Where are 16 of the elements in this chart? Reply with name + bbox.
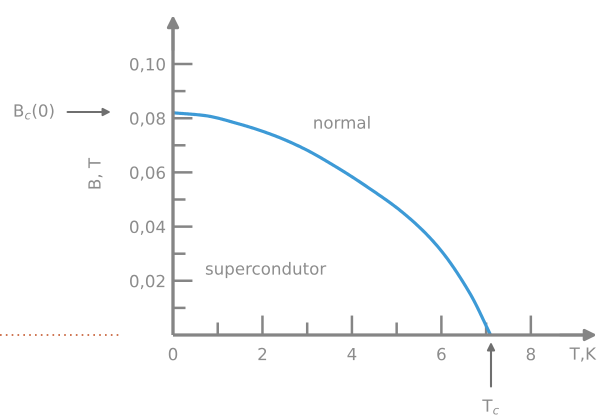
y-tick-label: 0,04 bbox=[130, 220, 166, 235]
x-tick-label: 2 bbox=[258, 348, 266, 360]
x-tick-label: 8 bbox=[526, 348, 536, 360]
y-tick-label: 0,02 bbox=[130, 274, 164, 290]
y-tick-label: 0,08 bbox=[130, 112, 165, 126]
annotation: normal bbox=[314, 116, 370, 129]
x-tick-label: 4 bbox=[347, 348, 356, 360]
x-tick-label: 6 bbox=[437, 348, 446, 360]
x-tick-label: 0 bbox=[168, 348, 178, 360]
x-axis-title: T,K bbox=[570, 348, 596, 362]
y-tick-label: 0,06 bbox=[130, 166, 166, 181]
text: T$_{c}$ bbox=[482, 399, 499, 415]
y-axis-title: B, T bbox=[88, 158, 102, 188]
text: B$_{c}$(0) bbox=[14, 104, 54, 120]
y-tick-label: 0,10 bbox=[130, 58, 165, 72]
annotation: supercondutor bbox=[206, 262, 326, 278]
